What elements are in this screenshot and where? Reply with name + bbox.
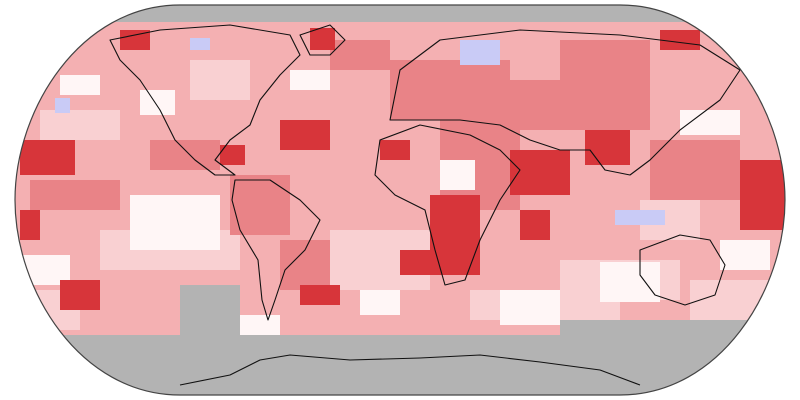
coastlines — [109, 24, 741, 386]
cell — [615, 210, 665, 225]
cell — [600, 262, 660, 302]
cell — [660, 30, 700, 50]
cell — [400, 250, 430, 275]
cell — [650, 140, 740, 200]
cell — [150, 140, 220, 170]
eurasia — [389, 29, 741, 176]
cell — [230, 175, 290, 235]
cell — [220, 145, 245, 165]
cell — [680, 110, 740, 135]
cell — [15, 5, 785, 22]
greenland — [299, 24, 346, 56]
cell — [60, 280, 100, 310]
cell — [40, 110, 120, 140]
antarctica — [179, 354, 641, 386]
cell — [500, 290, 560, 325]
cell — [390, 60, 510, 120]
cell — [360, 290, 400, 315]
cell — [585, 130, 630, 165]
cell — [190, 38, 210, 50]
cell — [500, 80, 650, 130]
cell — [180, 285, 240, 335]
cell — [380, 140, 410, 160]
cell — [330, 40, 390, 70]
cell — [690, 280, 770, 320]
cell — [20, 140, 75, 175]
australia — [639, 234, 726, 306]
cell — [520, 210, 550, 240]
cell — [740, 160, 785, 230]
cell — [310, 28, 335, 50]
cell — [460, 40, 500, 65]
cell — [130, 195, 220, 250]
cell — [430, 195, 480, 275]
cell — [560, 40, 650, 80]
cell — [280, 240, 330, 290]
cell — [190, 60, 250, 100]
cell — [60, 75, 100, 95]
cell — [440, 160, 475, 190]
south-america — [231, 179, 321, 321]
cell — [55, 98, 70, 113]
cell — [30, 180, 120, 210]
cell — [120, 30, 150, 50]
cell — [20, 210, 40, 240]
cell — [720, 240, 770, 270]
cool-cells — [55, 38, 665, 225]
cell — [140, 90, 175, 115]
cell — [300, 285, 340, 305]
cell — [280, 120, 330, 150]
africa — [374, 124, 521, 286]
cell — [290, 70, 330, 90]
cell — [510, 150, 570, 195]
north-america — [109, 24, 301, 176]
map-outline — [14, 4, 786, 396]
cell — [15, 335, 785, 395]
cell — [560, 320, 785, 335]
